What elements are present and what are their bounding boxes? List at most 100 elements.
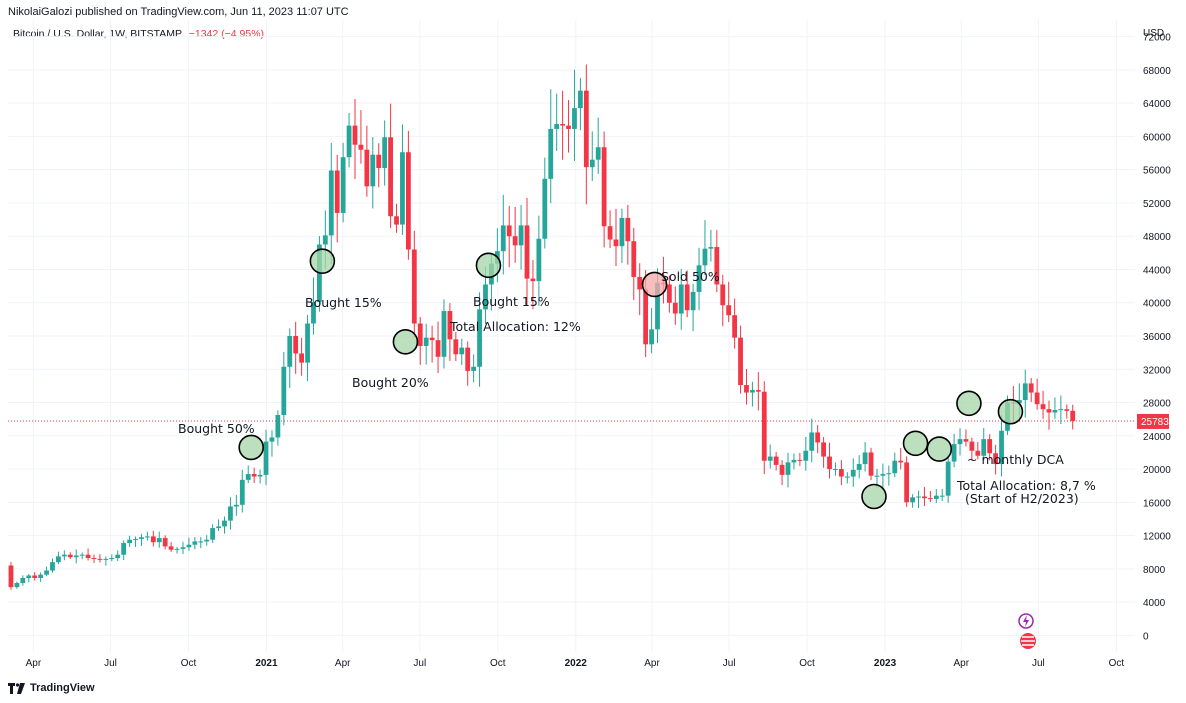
candle-body bbox=[400, 152, 405, 225]
tradingview-icon bbox=[8, 682, 25, 694]
y-tick-label: 56000 bbox=[1143, 166, 1171, 177]
candle-body bbox=[79, 554, 85, 556]
candle-body bbox=[186, 544, 192, 548]
candle-body bbox=[821, 442, 826, 457]
candle-body bbox=[168, 546, 174, 550]
candle-body bbox=[162, 538, 168, 547]
candle-body bbox=[121, 543, 127, 555]
label-bought-15-a: Bought 15% bbox=[305, 295, 382, 310]
candle-body bbox=[251, 474, 257, 477]
buy-marker bbox=[475, 252, 502, 279]
y-tick-label: 32000 bbox=[1143, 365, 1171, 376]
candle-body bbox=[322, 235, 328, 245]
candle-body bbox=[500, 225, 506, 252]
candle-body bbox=[678, 284, 684, 314]
y-tick-label: 0 bbox=[1143, 631, 1149, 642]
candle-body bbox=[702, 248, 708, 266]
candle-body bbox=[708, 247, 714, 249]
label-total-allocation-87: Total Allocation: 8,7 % bbox=[956, 478, 1096, 493]
candle-body bbox=[174, 548, 180, 550]
candle-body bbox=[969, 441, 975, 451]
annotation-labels: Bought 50% Bought 15% Bought 20% Bought … bbox=[178, 269, 1096, 506]
candle-body bbox=[791, 459, 797, 463]
tradingview-logo[interactable]: TradingView bbox=[8, 682, 95, 694]
candle-body bbox=[50, 562, 55, 571]
candle-body bbox=[530, 278, 536, 282]
candle-body bbox=[340, 157, 346, 213]
candle-body bbox=[773, 456, 779, 465]
candle-body bbox=[560, 123, 566, 126]
x-tick-label: Apr bbox=[26, 658, 42, 669]
candle-body bbox=[518, 225, 524, 246]
candle-body bbox=[115, 554, 121, 559]
y-tick-label: 36000 bbox=[1143, 332, 1171, 343]
brand-name: TradingView bbox=[30, 682, 95, 694]
candle-body bbox=[210, 528, 216, 540]
candle-body bbox=[56, 556, 61, 563]
candle-body bbox=[447, 311, 453, 340]
candle-body bbox=[150, 536, 156, 543]
publisher-line: NikolaiGalozi published on TradingView.c… bbox=[8, 6, 349, 18]
candle-body bbox=[607, 226, 613, 240]
candle-body bbox=[577, 90, 583, 109]
buy-marker bbox=[392, 329, 419, 355]
candle-body bbox=[684, 284, 690, 311]
candle-body bbox=[797, 459, 803, 461]
candle-body bbox=[109, 558, 115, 560]
candle-body bbox=[844, 476, 850, 478]
candle-body bbox=[975, 450, 981, 456]
candle-body bbox=[364, 149, 370, 187]
candle-body bbox=[838, 469, 844, 477]
candle-body bbox=[156, 538, 162, 543]
label-total-allocation-12: Total Allocation: 12% bbox=[449, 319, 581, 334]
candle-body bbox=[945, 461, 951, 496]
x-tick-label: Oct bbox=[1109, 658, 1125, 669]
candle-body bbox=[358, 144, 364, 150]
candle-body bbox=[862, 452, 868, 465]
candle-body bbox=[601, 147, 607, 227]
candle-body bbox=[477, 309, 482, 367]
candle-body bbox=[429, 337, 435, 341]
y-tick-label: 24000 bbox=[1143, 432, 1171, 443]
lightning-glyph bbox=[1023, 615, 1029, 627]
candle-body bbox=[245, 474, 251, 480]
x-tick-label: 2021 bbox=[255, 658, 278, 669]
candle-body bbox=[394, 216, 399, 225]
candle-body bbox=[951, 444, 957, 462]
candle-body bbox=[239, 479, 245, 505]
candle-body bbox=[228, 506, 233, 521]
candle-body bbox=[785, 462, 791, 475]
candle-body bbox=[643, 289, 649, 345]
candle-body bbox=[927, 498, 933, 500]
candle-body bbox=[619, 217, 625, 247]
buy-marker bbox=[861, 483, 887, 510]
candle-body bbox=[613, 239, 619, 247]
candle-body bbox=[133, 538, 138, 540]
candle-body bbox=[32, 575, 38, 578]
candle-body bbox=[720, 284, 726, 306]
x-tick-label: Jul bbox=[413, 658, 426, 669]
candle-body bbox=[352, 125, 358, 145]
candle-body bbox=[328, 170, 334, 236]
candle-body bbox=[180, 547, 186, 549]
sell-marker bbox=[641, 271, 668, 298]
candle-body bbox=[649, 329, 654, 345]
y-tick-label: 48000 bbox=[1143, 232, 1171, 243]
candle-body bbox=[993, 453, 999, 465]
candle-body bbox=[957, 439, 963, 445]
candle-body bbox=[1034, 392, 1040, 405]
candle-body bbox=[732, 315, 738, 338]
candle-body bbox=[1058, 409, 1064, 411]
candle-body bbox=[892, 460, 898, 474]
candle-body bbox=[67, 554, 73, 558]
label-bought-20: Bought 20% bbox=[352, 375, 429, 390]
candle-body bbox=[963, 439, 969, 442]
candle-body bbox=[672, 302, 678, 314]
x-tick-label: Apr bbox=[335, 658, 351, 669]
x-tick-label: 2023 bbox=[874, 658, 897, 669]
buy-marker bbox=[956, 390, 982, 417]
candle-body bbox=[803, 450, 809, 461]
y-tick-label: 12000 bbox=[1143, 532, 1171, 543]
candle-body bbox=[376, 154, 382, 169]
